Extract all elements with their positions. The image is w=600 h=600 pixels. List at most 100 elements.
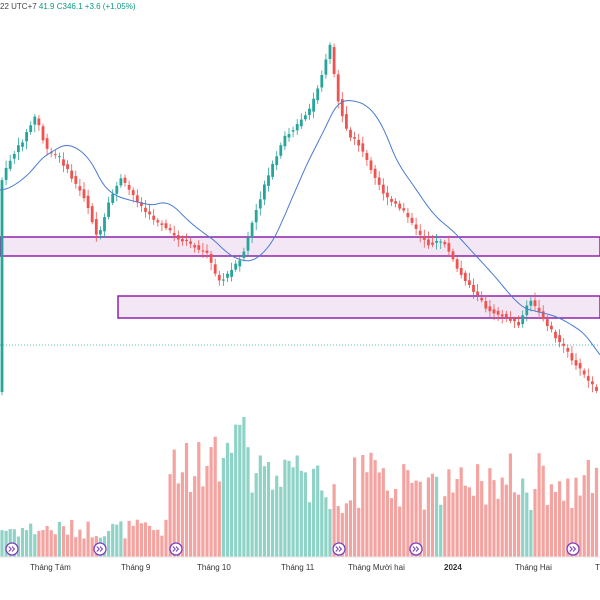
candle-body [156,220,160,223]
candle-body [410,217,414,223]
candle-body [74,176,78,184]
candle-body [402,208,406,211]
volume-bar [295,455,299,557]
candle-body [234,263,238,270]
volume-bar [250,492,254,557]
candle-body [488,306,492,312]
forward-chevron-icon[interactable] [169,542,183,556]
candle-body [406,212,410,218]
candle-body [160,223,164,225]
candle-body [459,267,463,275]
volume-bar [406,470,410,557]
volume-bar [193,476,197,557]
candle-body [513,318,516,322]
close-value: 346.1 [62,2,83,11]
volume-bar [443,496,447,557]
volume-bar [148,525,152,557]
partial-value: 41.9 [38,2,55,11]
volume-bar [340,513,344,557]
volume-bar [49,530,53,557]
candle-body [353,137,356,139]
candle-body [271,163,274,177]
volume-bar [480,481,484,557]
volume-bar [455,479,459,557]
volume-bar [521,478,525,557]
candle-body [533,300,537,307]
candle-body [472,284,475,292]
volume-bar [111,523,115,557]
volume-bar [385,490,389,557]
candle-body [135,195,139,203]
volume-bar [53,534,57,557]
candle-body [86,195,90,208]
volume-bar [33,534,37,557]
volume-bar [213,436,217,557]
volume-bar [512,492,517,557]
volume-bar [381,468,385,557]
event-markers[interactable] [5,542,580,556]
volume-bar [500,477,504,557]
candle-body [492,309,496,314]
volume-bar [160,535,164,557]
candle-body [168,228,172,231]
volume-bar [365,472,369,557]
candle-body [263,184,266,200]
candle-body [107,202,110,217]
forward-chevron-icon[interactable] [5,542,19,556]
candle-body [197,245,201,250]
forward-chevron-icon[interactable] [332,542,346,556]
volume-bar [123,538,127,557]
volume-bar [553,491,558,557]
volume-bar [377,472,381,557]
candle-body [529,300,533,306]
volume-bar [418,481,422,557]
candle-body [181,238,184,242]
volume-bar [463,485,467,557]
volume-bar [262,466,266,557]
candle-body [381,184,385,194]
forward-chevron-icon[interactable] [566,542,580,556]
volume-bar [86,521,90,557]
volume-bar [61,526,66,557]
candle-body [582,370,586,375]
x-axis: Tháng Tám Tháng 9 Tháng 10 Tháng 11 Tháng Mư… [0,556,600,572]
volume-bar [336,506,340,557]
volume-bar [70,519,74,557]
candle-body [250,222,254,238]
volume-bar [570,508,574,557]
candle-body [213,264,217,274]
volume-bar [254,473,258,557]
upper-zone[interactable] [0,236,600,257]
x-axis-label: Tháng Tám [30,563,71,572]
candle-body [291,130,295,132]
volume-bar [508,453,512,557]
candle-body [369,160,373,171]
candle-body [222,279,225,281]
volume-bar [115,524,119,557]
candle-body [336,74,340,102]
volume-bars [0,417,599,557]
forward-chevron-icon[interactable] [409,542,423,556]
candle-body [455,259,459,269]
volume-bar [594,467,599,557]
candle-body [127,184,131,190]
candle-body [340,99,344,117]
volume-bar [279,486,283,557]
candle-body [537,307,541,312]
volume-bar [242,417,246,557]
volume-bar [451,492,455,557]
candle-body [4,167,8,180]
moving-average-line [0,99,600,356]
candle-body [287,134,291,138]
candle-body [123,177,127,183]
volume-bar [283,459,287,557]
volume-bar [82,538,86,557]
volume-bar [205,465,209,557]
candle-body [254,209,258,223]
candle-body [70,170,74,179]
forward-chevron-icon[interactable] [93,542,107,556]
volume-bar [127,520,131,557]
candle-body [320,74,324,88]
lower-zone[interactable] [117,295,600,319]
